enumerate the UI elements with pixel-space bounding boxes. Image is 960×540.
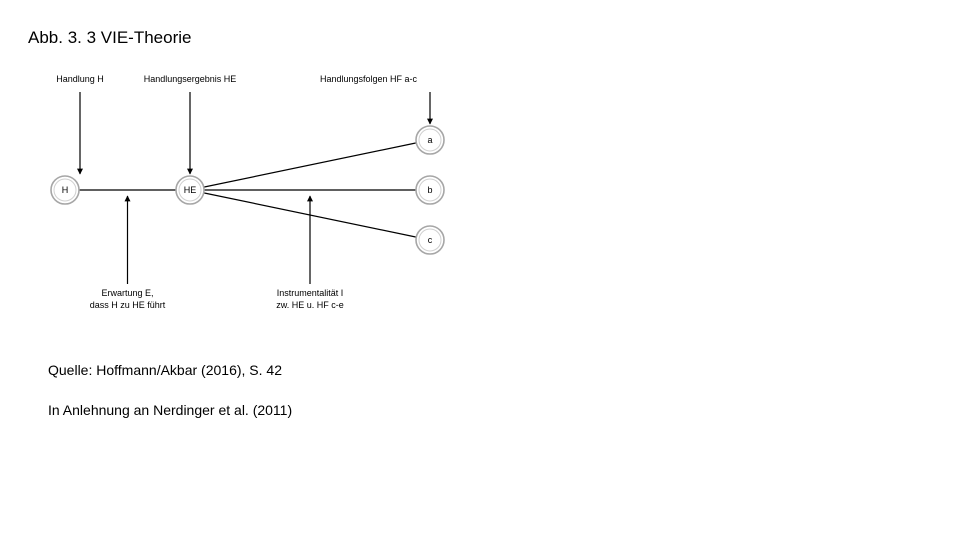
connectors xyxy=(79,143,416,237)
reference-line: In Anlehnung an Nerdinger et al. (2011) xyxy=(48,402,292,418)
label-handlungsfolgen-hf: Handlungsfolgen HF a-c xyxy=(320,74,418,84)
node-label-b: b xyxy=(427,185,432,195)
node-label-H: H xyxy=(62,185,69,195)
node-HE: HE xyxy=(176,176,204,204)
source-line: Quelle: Hoffmann/Akbar (2016), S. 42 xyxy=(48,362,282,378)
label-erwartung-1: Erwartung E, xyxy=(101,288,153,298)
label-handlungsergebnis-he: Handlungsergebnis HE xyxy=(144,74,237,84)
node-b: b xyxy=(416,176,444,204)
page: Abb. 3. 3 VIE-Theorie HHEabc Handlung HH… xyxy=(0,0,960,540)
label-handlung-h: Handlung H xyxy=(56,74,104,84)
node-label-HE: HE xyxy=(184,185,197,195)
label-instrumentalitaet-1: Instrumentalität I xyxy=(277,288,344,298)
node-label-c: c xyxy=(428,235,433,245)
node-c: c xyxy=(416,226,444,254)
edge xyxy=(204,143,417,187)
node-label-a: a xyxy=(427,135,432,145)
labels: Handlung H Handlungsergebnis HE Handlungsf… xyxy=(56,74,417,310)
vie-diagram: HHEabc Handlung HHandlungsergebnis HEHan… xyxy=(0,0,960,540)
label-pointers xyxy=(80,92,430,284)
node-a: a xyxy=(416,126,444,154)
node-H: H xyxy=(51,176,79,204)
label-instrumentalitaet-2: zw. HE u. HF c-e xyxy=(276,300,344,310)
label-erwartung-2: dass H zu HE führt xyxy=(90,300,166,310)
